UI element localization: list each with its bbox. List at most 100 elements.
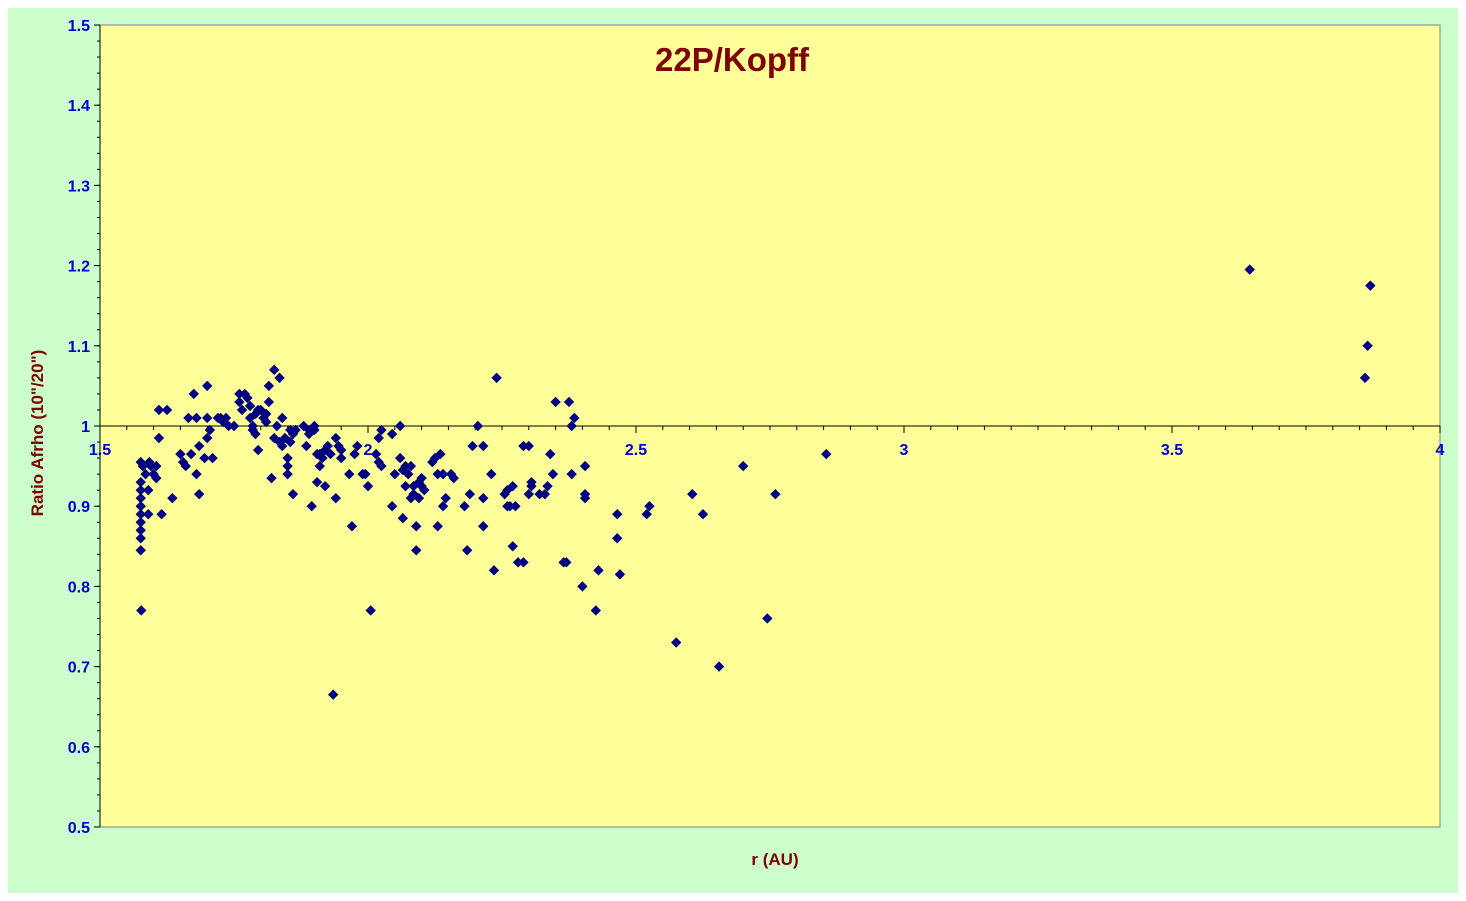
data-point	[352, 440, 363, 452]
data-point	[738, 460, 749, 472]
data-point	[349, 448, 360, 460]
y-tick-label: 1.3	[68, 178, 90, 195]
data-point	[282, 460, 293, 472]
data-point	[400, 460, 411, 472]
data-point	[282, 468, 293, 480]
x-tick-label: 3.5	[1161, 442, 1183, 459]
data-point	[327, 689, 339, 700]
data-point	[234, 388, 245, 400]
data-point	[507, 541, 518, 552]
data-point	[191, 468, 202, 480]
y-tick-label: 0.7	[68, 660, 90, 677]
x-tick-labels: 1.5 2 2.5 3 3.5 4	[89, 442, 1445, 459]
y-tick-label: 0.9	[68, 499, 90, 516]
data-point	[135, 484, 146, 496]
data-point	[542, 480, 553, 492]
data-point	[135, 517, 146, 528]
data-point	[394, 420, 406, 432]
data-point	[561, 557, 572, 568]
data-point	[397, 513, 409, 524]
data-point	[167, 492, 178, 504]
data-point	[612, 509, 623, 520]
data-point	[547, 468, 559, 480]
data-point	[236, 404, 248, 416]
y-tick-label: 0.6	[68, 740, 90, 757]
data-point	[193, 488, 205, 500]
data-point	[365, 605, 376, 616]
data-point	[325, 448, 336, 460]
data-point	[821, 448, 832, 460]
data-point	[389, 468, 400, 480]
data-point	[282, 452, 293, 464]
chart-title: 22P/Kopff	[655, 41, 810, 78]
data-point	[486, 468, 497, 480]
data-point	[386, 501, 398, 512]
data-point	[145, 460, 157, 472]
data-point	[411, 521, 422, 532]
data-point	[373, 432, 384, 444]
x-tick-label: 4	[1436, 442, 1445, 459]
y-axis-title: Ratio Afrho (10"/20")	[28, 350, 47, 517]
data-point	[151, 460, 162, 472]
data-point	[411, 545, 422, 556]
data-point	[250, 408, 261, 420]
data-point	[135, 509, 146, 520]
data-point	[183, 412, 194, 424]
data-point	[135, 533, 146, 544]
data-point	[478, 440, 489, 452]
data-point	[153, 432, 165, 444]
data-point	[713, 661, 725, 672]
data-point	[285, 436, 296, 448]
data-point	[277, 440, 288, 452]
data-point	[156, 509, 167, 520]
data-point	[518, 440, 529, 452]
data-point	[306, 501, 317, 512]
data-point	[220, 412, 232, 424]
data-point	[472, 420, 484, 432]
data-point	[488, 565, 500, 576]
data-points	[135, 264, 1376, 700]
data-point	[234, 396, 245, 408]
data-point	[223, 420, 234, 432]
data-point	[467, 440, 478, 452]
data-point	[386, 428, 398, 440]
data-point	[330, 492, 342, 504]
data-point	[419, 484, 430, 496]
data-point	[143, 484, 154, 496]
data-point	[579, 492, 591, 504]
data-point	[242, 392, 253, 404]
data-point	[322, 440, 333, 452]
data-point	[577, 581, 588, 592]
data-point	[563, 396, 575, 408]
data-point	[314, 460, 325, 472]
data-point	[274, 372, 285, 384]
data-point	[319, 480, 331, 492]
data-point	[1244, 264, 1255, 275]
x-axis-title: r (AU)	[751, 850, 798, 869]
data-point	[370, 448, 382, 460]
data-point	[151, 472, 162, 484]
data-point	[317, 452, 328, 464]
data-point	[510, 501, 521, 512]
data-point	[534, 488, 545, 500]
data-point	[202, 432, 213, 444]
data-point	[1362, 340, 1373, 351]
data-point	[207, 452, 218, 464]
data-point	[545, 448, 556, 460]
data-point	[202, 380, 213, 392]
data-point	[135, 545, 146, 556]
data-point	[191, 412, 202, 424]
data-point	[290, 424, 301, 436]
data-point	[301, 440, 312, 452]
data-point	[376, 460, 387, 472]
y-tick-label: 1.1	[68, 339, 90, 356]
data-point	[400, 480, 411, 492]
data-point	[518, 557, 529, 568]
data-point	[263, 380, 275, 392]
data-point	[175, 448, 186, 460]
data-point	[360, 468, 371, 480]
data-point	[593, 565, 604, 576]
data-point	[252, 444, 264, 456]
data-point	[448, 472, 459, 484]
data-point	[507, 480, 518, 492]
